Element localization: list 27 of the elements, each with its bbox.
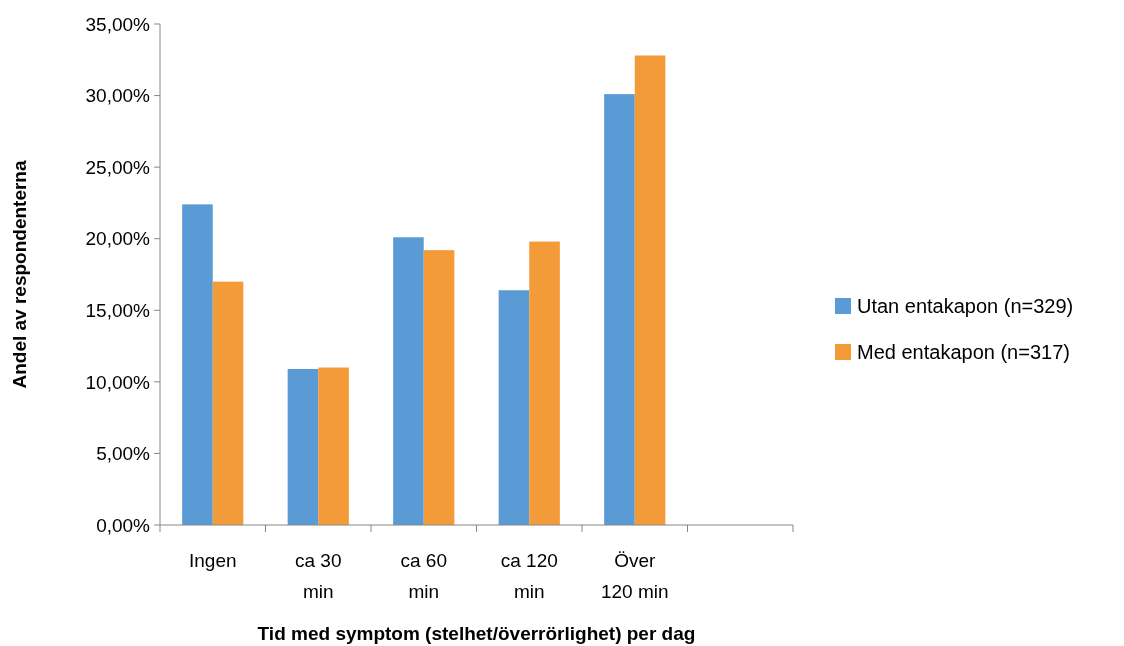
- y-tick-label: 0,00%: [96, 514, 151, 536]
- y-tick-label: 5,00%: [96, 443, 151, 465]
- legend-label: Med entakapon (n=317): [857, 341, 1070, 363]
- x-tick-label: Ingen: [188, 550, 237, 571]
- bar: [498, 290, 530, 525]
- bar: [287, 368, 319, 525]
- bar: [212, 281, 244, 525]
- bar: [604, 94, 635, 525]
- x-axis-title: Tid med symptom (stelhet/överrörlighet) per dag: [257, 623, 696, 644]
- y-tick-label: 15,00%: [85, 299, 151, 321]
- y-tick-label: 20,00%: [85, 228, 151, 250]
- y-tick-label: 25,00%: [85, 156, 151, 178]
- bar: [182, 204, 213, 525]
- bar: [318, 367, 349, 525]
- y-tick-label: 30,00%: [85, 85, 151, 107]
- y-tick-label: 35,00%: [85, 13, 151, 35]
- bar: [634, 55, 666, 525]
- y-axis-title: Andel av respondenterna: [9, 160, 30, 389]
- y-tick-label: 10,00%: [85, 371, 151, 393]
- bar: [423, 250, 455, 525]
- bar: [393, 237, 424, 525]
- legend-label: Utan entakapon (n=329): [857, 295, 1074, 317]
- x-tick-label: ca 120 min: [500, 550, 558, 602]
- x-tick-label: ca 30 min: [295, 550, 342, 602]
- x-tick-label: ca 60 min: [400, 550, 447, 602]
- bar: [529, 241, 560, 525]
- x-tick-label: Över 120 min: [600, 550, 669, 602]
